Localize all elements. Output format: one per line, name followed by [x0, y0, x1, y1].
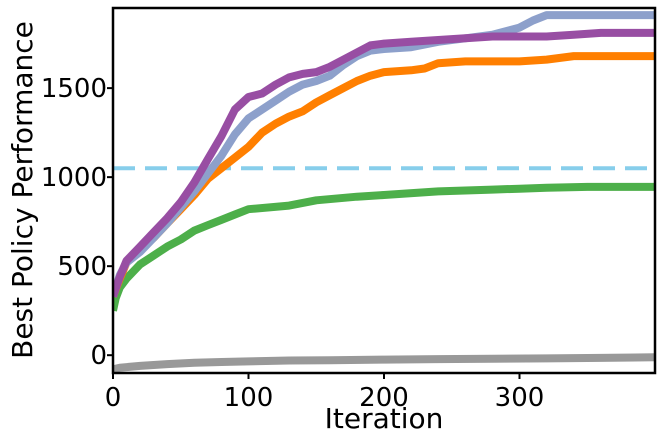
- x-tick-label: 200: [359, 383, 409, 413]
- y-axis: 0 500 1000 1500: [41, 74, 113, 371]
- x-tick-label: 0: [105, 383, 122, 413]
- plot-area: [113, 11, 655, 373]
- x-tick-label: 300: [495, 383, 545, 413]
- y-tick-label: 1000: [41, 163, 107, 193]
- x-axis: 0 100 200 300: [105, 373, 545, 413]
- x-tick-label: 100: [224, 383, 274, 413]
- y-tick-label: 1500: [41, 74, 107, 104]
- y-tick-label: 0: [90, 341, 107, 371]
- series-line-green: [113, 182, 655, 312]
- y-axis-label: Best Policy Performance: [6, 21, 39, 359]
- y-tick-label: 500: [57, 252, 107, 282]
- series-line-purple: [113, 28, 655, 298]
- series-line-gray: [113, 353, 655, 373]
- x-axis-label: Iteration: [325, 402, 444, 435]
